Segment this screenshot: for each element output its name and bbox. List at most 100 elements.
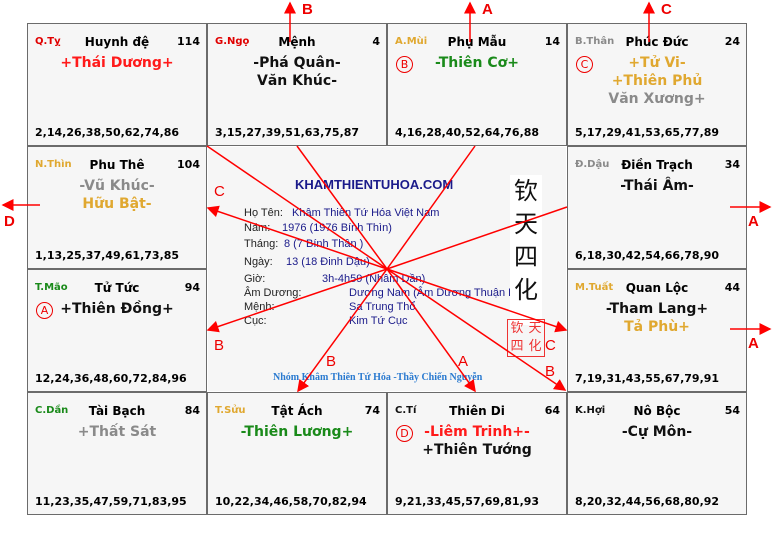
- palace-can: C.Tí: [395, 405, 417, 416]
- age-numbers: 8,20,32,44,56,68,80,92: [575, 495, 720, 508]
- palace-can: M.Tuất: [575, 282, 614, 293]
- palace-name: Thiên Di: [449, 404, 505, 418]
- palace-can: A.Mùi: [395, 36, 428, 47]
- footer-credit: Nhóm Khâm Thiên Tứ Hóa -Thầy Chiến Nguyễ…: [273, 372, 483, 383]
- arrow-label: B: [302, 1, 313, 18]
- arrow-line: [386, 268, 476, 393]
- star: Tả Phù+: [624, 319, 690, 335]
- star: Hữu Bật-: [82, 196, 152, 212]
- palace-age: 74: [364, 404, 380, 417]
- age-numbers: 11,23,35,47,59,71,83,95: [35, 495, 187, 508]
- palace-cell: Đ.Dậu Điền Trạch 34 -Thái Âm- 6,18,30,42,5…: [567, 146, 747, 269]
- age-numbers: 10,22,34,46,58,70,82,94: [215, 495, 367, 508]
- info-value: 13 (18 Đinh Dậu): [286, 256, 370, 268]
- star-list: +Thiên Đồng+: [28, 300, 206, 318]
- palace-name: Mệnh: [278, 35, 316, 49]
- star-list: -Vũ Khúc- Hữu Bật-: [28, 177, 206, 213]
- palace-name: Quan Lộc: [625, 281, 689, 295]
- info-label: Tháng:: [244, 238, 279, 250]
- arrow-label: B: [545, 363, 556, 380]
- palace-age: 54: [724, 404, 740, 417]
- seal-char: 天: [528, 321, 542, 336]
- palace-can: Đ.Dậu: [575, 159, 610, 170]
- palace-cell: T.Mão Tử Tức 94 A +Thiên Đồng+ 12,24,36,48,…: [27, 269, 207, 392]
- palace-age: 34: [724, 158, 740, 171]
- star-list: -Thiên Lương+: [208, 423, 386, 441]
- info-label: Năm:: [244, 222, 271, 234]
- palace-can: T.Mão: [35, 282, 68, 293]
- info-value: 1976 (1976 Bính Thìn): [282, 222, 392, 234]
- palace-cell: T.Sửu Tật Ách 74 -Thiên Lương+ 10,22,34,46…: [207, 392, 387, 515]
- arrow-line: [297, 268, 388, 393]
- age-numbers: 9,21,33,45,57,69,81,93: [395, 495, 540, 508]
- chinese-char: 四: [514, 243, 538, 271]
- info-value: Sa Trung Thổ: [349, 301, 416, 313]
- star: -Vũ Khúc-: [79, 178, 155, 194]
- star: -Phá Quân-: [253, 55, 341, 71]
- star-list: +Thái Dương+: [28, 54, 206, 72]
- palace-can: G.Ngọ: [215, 36, 250, 47]
- age-numbers: 12,24,36,48,60,72,84,96: [35, 372, 187, 385]
- age-numbers: 4,16,28,40,52,64,76,88: [395, 126, 540, 139]
- star-list: +Thất Sát: [28, 423, 206, 441]
- hoa-badge: B: [396, 56, 413, 73]
- chinese-char: 钦: [514, 177, 538, 205]
- age-numbers: 1,13,25,37,49,61,73,85: [35, 249, 180, 262]
- palace-name: Phúc Đức: [625, 35, 689, 49]
- arrow-line: [206, 205, 388, 270]
- seal-char: 钦: [510, 321, 524, 336]
- info-row: Họ Tên: Khâm Thiên Tứ Hóa Việt Nam: [244, 207, 439, 219]
- star: +Thiên Tướng: [422, 442, 532, 458]
- star: +Thất Sát: [77, 424, 157, 440]
- palace-can: N.Thìn: [35, 159, 72, 170]
- age-numbers: 2,14,26,38,50,62,74,86: [35, 126, 180, 139]
- ray-line: [386, 145, 476, 270]
- palace-name: Tài Bạch: [88, 404, 146, 418]
- star-list: -Thái Âm-: [568, 177, 746, 195]
- palace-cell: A.Mùi Phụ Mẫu 14 B -Thiên Cơ+ 4,16,28,40,52…: [387, 23, 567, 146]
- star: -Cự Môn-: [621, 424, 693, 440]
- palace-age: 84: [184, 404, 200, 417]
- star-list: -Phá Quân- Văn Khúc-: [208, 54, 386, 90]
- arrow-label: A: [482, 1, 493, 18]
- palace-cell: N.Thìn Phu Thê 104 -Vũ Khúc- Hữu Bật- 1,13,…: [27, 146, 207, 269]
- chinese-title: 钦 天 四 化: [510, 175, 542, 325]
- arrow-label: D: [4, 213, 15, 230]
- hoa-badge: D: [396, 425, 413, 442]
- palace-can: B.Thân: [575, 36, 615, 47]
- info-value: Kim Tứ Cục: [349, 315, 408, 327]
- star: +Thiên Đồng+: [60, 301, 174, 317]
- palace-name: Nô Bộc: [633, 404, 681, 418]
- palace-can: Q.Tỵ: [35, 36, 61, 47]
- hoa-badge: C: [576, 56, 593, 73]
- star: -Thái Âm-: [620, 178, 694, 194]
- star-list: -Thiên Cơ+: [388, 54, 566, 72]
- age-numbers: 6,18,30,42,54,66,78,90: [575, 249, 720, 262]
- star-list: -Cự Môn-: [568, 423, 746, 441]
- palace-cell: B.Thân Phúc Đức 24 C +Tử Vi- +Thiên Phủ Văn …: [567, 23, 747, 146]
- star: +Thiên Phủ: [611, 73, 703, 89]
- info-label: Giờ:: [244, 273, 266, 285]
- palace-name: Huynh đệ: [84, 35, 150, 49]
- star: -Thiên Lương+: [240, 424, 354, 440]
- palace-can: C.Dần: [35, 405, 69, 416]
- arrow-label: A: [748, 335, 759, 352]
- ray-line: [296, 145, 388, 270]
- palace-cell: C.Tí Thiên Di 64 D -Liêm Trinh+- +Thiên Tướ…: [387, 392, 567, 515]
- palace-age: 24: [724, 35, 740, 48]
- arrow-line: [386, 268, 568, 333]
- arrow-label: C: [214, 183, 225, 200]
- info-row: Ngày: 13 (18 Đinh Dậu): [244, 256, 370, 268]
- palace-age: 44: [724, 281, 740, 294]
- star: -Tham Lang+: [605, 301, 709, 317]
- star: -Thiên Cơ+: [434, 55, 520, 71]
- hoa-badge: A: [36, 302, 53, 319]
- info-value: Dương Nam (Âm Dương Thuận Lý): [349, 287, 524, 299]
- arrow-label: A: [748, 213, 759, 230]
- info-label: Âm Dương:: [244, 287, 302, 299]
- seal-char: 化: [528, 339, 542, 354]
- arrow-label: B: [326, 353, 337, 370]
- star: Văn Xương+: [608, 91, 706, 107]
- info-label: Ngày:: [244, 256, 273, 268]
